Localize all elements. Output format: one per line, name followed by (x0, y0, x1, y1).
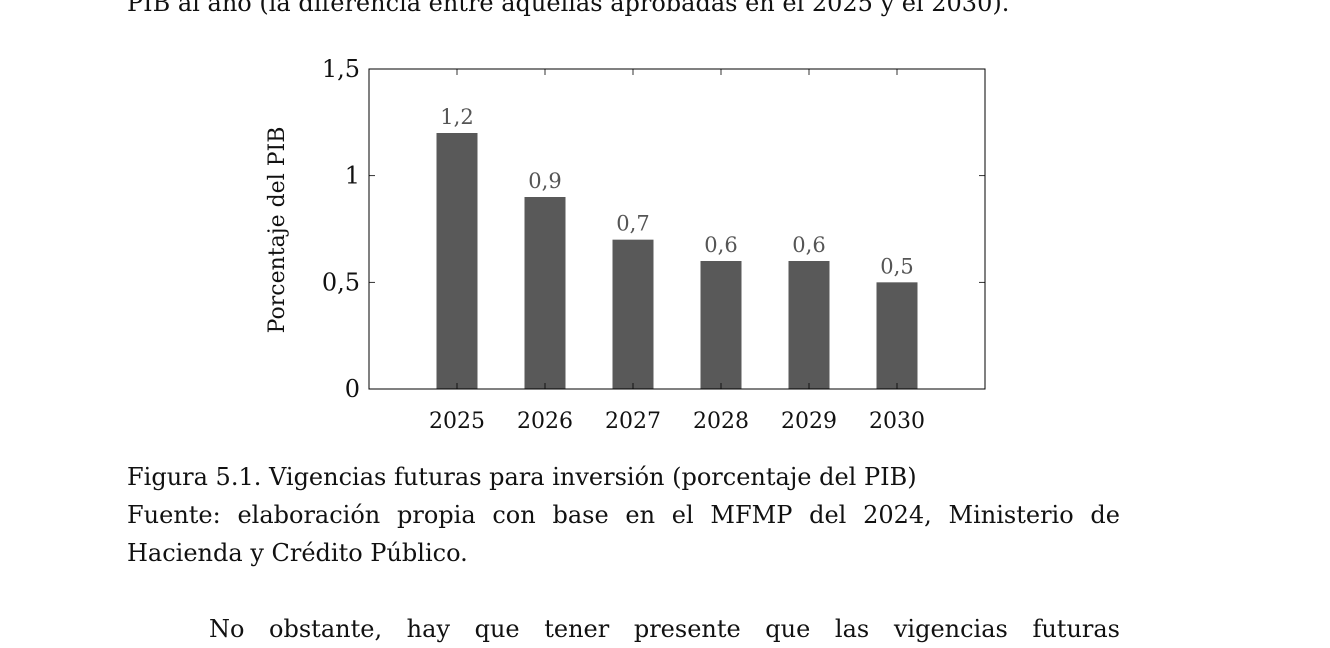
figure-source-line-2: Hacienda y Crédito Público. (127, 539, 468, 567)
x-tick-label-2029: 2029 (781, 409, 837, 434)
bar-2030 (876, 282, 918, 389)
data-label-2028: 0,6 (704, 233, 737, 257)
bar-chart: Porcentaje del PIB 1,2 2025 0,9 2026 0,7 2027… (265, 55, 986, 434)
x-tick-label-2030: 2030 (869, 409, 925, 434)
data-label-2027: 0,7 (616, 212, 649, 236)
bar-2026 (524, 197, 566, 389)
figure-source-line-1: Fuente: elaboración propia con base en e… (127, 501, 1120, 529)
plot-area: 1,2 2025 0,9 2026 0,7 2027 0,6 2028 0,6 2029 0,5 20… (322, 55, 986, 434)
y-tick-label-0: 0 (345, 375, 360, 403)
bar-2027 (612, 239, 654, 389)
data-label-2025: 1,2 (440, 105, 473, 129)
plot-frame (368, 68, 986, 390)
y-tick-label-3: 1,5 (322, 55, 360, 83)
y-tick-label-2: 1 (345, 162, 360, 190)
x-tick-label-2025: 2025 (429, 409, 485, 434)
bar-2028 (700, 261, 742, 389)
body-paragraph-line: No obstante, hay que tener presente que … (209, 615, 1120, 643)
y-axis-label: Porcentaje del PIB (265, 127, 290, 334)
data-label-2026: 0,9 (528, 169, 561, 193)
data-label-2030: 0,5 (880, 254, 913, 278)
bar-2025 (436, 133, 478, 389)
x-tick-label-2028: 2028 (693, 409, 749, 434)
x-tick-label-2026: 2026 (517, 409, 573, 434)
top-text-line: PIB al año (la diferencia entre aquellas… (127, 0, 1010, 17)
data-label-2029: 0,6 (792, 233, 825, 257)
y-tick-label-1: 0,5 (322, 268, 360, 296)
x-tick-label-2027: 2027 (605, 409, 661, 434)
bar-2029 (788, 261, 830, 389)
figure-caption: Figura 5.1. Vigencias futuras para inver… (127, 463, 917, 491)
